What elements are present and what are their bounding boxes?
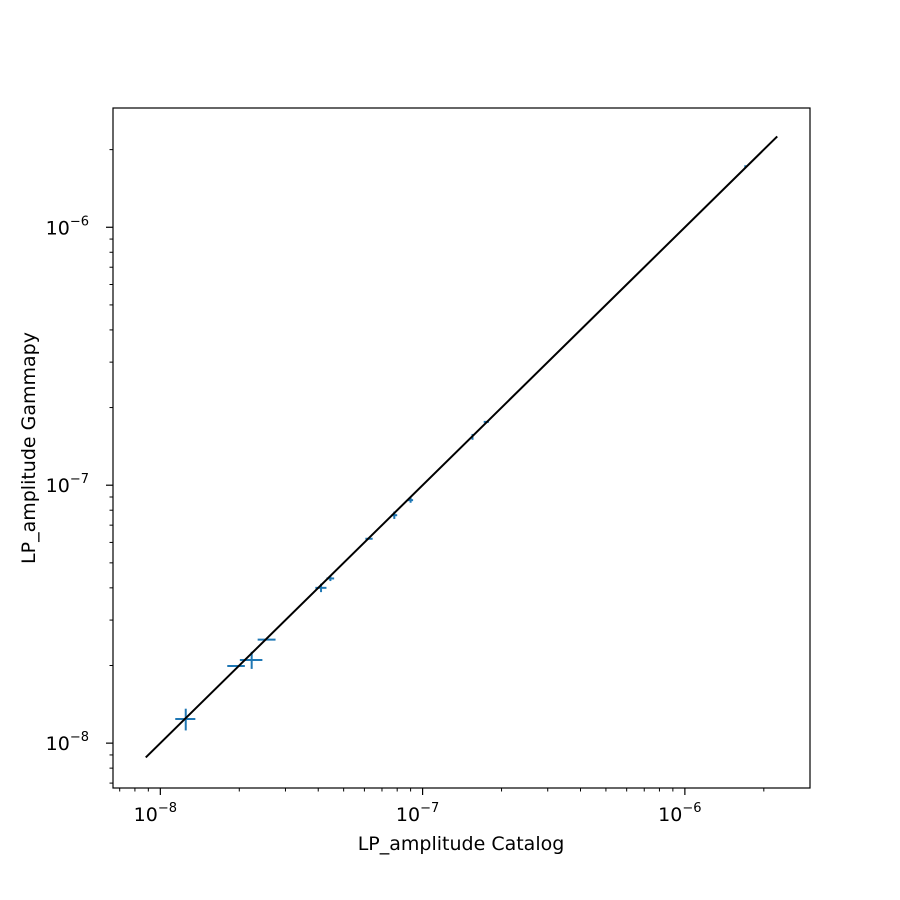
tick-labels: 10−8 10−7 10−6 10−8 10−7 10−6 (46, 214, 702, 826)
x-tick-label: 10−6 (658, 801, 701, 826)
reference-line (145, 135, 778, 759)
plot-area-frame (112, 107, 811, 789)
y-axis-label: LP_amplitude Gammapy (18, 332, 40, 564)
x-tick-label: 10−7 (396, 801, 439, 826)
y-tick-label: 10−8 (46, 730, 89, 755)
x-axis-label: LP_amplitude Catalog (358, 833, 565, 855)
x-tick-label: 10−8 (134, 801, 177, 826)
major-ticks (106, 226, 686, 795)
y-tick-label: 10−7 (46, 472, 89, 497)
data-point (408, 497, 414, 503)
y-tick-label: 10−6 (46, 214, 89, 239)
